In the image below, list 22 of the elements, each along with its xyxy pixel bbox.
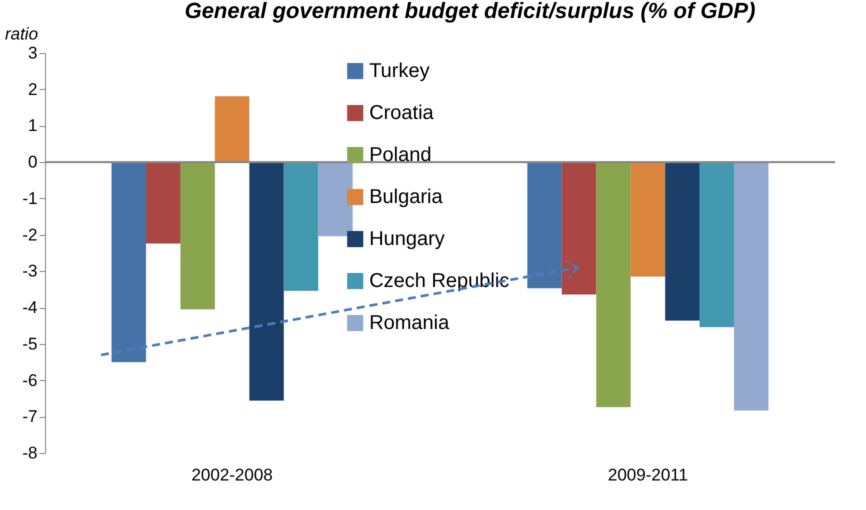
chart-title: General government budget deficit/surplus (% of GDP) — [184, 0, 756, 23]
y-tick-label: -7 — [22, 407, 38, 426]
y-tick-label: -1 — [22, 188, 38, 208]
y-tick-label: 0 — [28, 152, 38, 172]
y-tick-label: -5 — [22, 334, 38, 354]
y-tick-label: -6 — [22, 370, 38, 390]
x-tick-label: 2009-2011 — [608, 466, 688, 484]
y-tick-label: -4 — [22, 298, 38, 318]
y-tick-label: 2 — [28, 80, 38, 99]
legend-label: Poland — [369, 144, 432, 166]
legend-label: Croatia — [369, 102, 435, 124]
legend-label: Romania — [369, 312, 450, 334]
y-axis-title: ratio — [4, 24, 38, 44]
legend-label: Turkey — [369, 60, 430, 82]
legend-label: Hungary — [369, 228, 445, 250]
legend-label: Bulgaria — [369, 186, 444, 208]
y-tick-label: -3 — [22, 262, 38, 281]
y-tick-label: 3 — [28, 44, 38, 62]
y-tick-label: 1 — [28, 116, 38, 136]
y-tick-label: -2 — [22, 225, 38, 244]
y-tick-label: -8 — [22, 444, 38, 462]
x-tick-label: 2002-2008 — [191, 466, 273, 484]
